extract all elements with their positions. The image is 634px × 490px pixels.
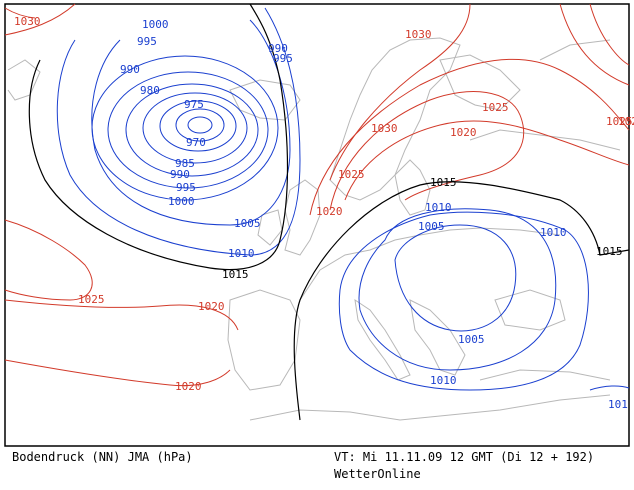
isobar-label: 101 — [608, 398, 628, 411]
isobar-label: 990 — [268, 42, 288, 55]
isobar-label: 975 — [184, 98, 204, 111]
isobar-label: 1010 — [425, 201, 452, 214]
isobar-label: 1020 — [316, 205, 343, 218]
isobar-label: 1020 — [175, 380, 202, 393]
isobar-label: 995 — [176, 181, 196, 194]
coastlines — [7, 37, 621, 421]
brand-name: WetterOnline — [334, 467, 421, 481]
low-isobars — [56, 7, 630, 391]
isobar-label: 1010 — [540, 226, 567, 239]
isobar-labels: 1030 1030 1025 1030 1020 1025 1020 1025 … — [14, 15, 634, 411]
isobar-label: 1000 — [168, 195, 195, 208]
isobar-label: 1030 — [405, 28, 432, 41]
isobar-label: 1030 — [371, 122, 398, 135]
isobar-label: 1020 — [198, 300, 225, 313]
isobar-label: 1005 — [458, 333, 485, 346]
map-footer: Bodendruck (NN) JMA (hPa) VT: Mi 11.11.0… — [0, 447, 634, 490]
isobar-label: 102 — [618, 115, 634, 128]
isobar-label: 970 — [186, 136, 206, 149]
isobar-label: 1010 — [228, 247, 255, 260]
isobar-label: 1020 — [450, 126, 477, 139]
reference-isobar-1015 — [28, 3, 630, 421]
isobar-label: 995 — [137, 35, 157, 48]
isobar-label: 1025 — [338, 168, 365, 181]
isobar-label: 1030 — [14, 15, 41, 28]
isobar-label: 1015 — [222, 268, 249, 281]
high-isobars — [4, 3, 630, 387]
isobar-label: 1010 — [430, 374, 457, 387]
isobar-label: 1005 — [418, 220, 445, 233]
map-frame — [4, 3, 630, 447]
isobar-label: 1005 — [234, 217, 261, 230]
product-title: Bodendruck (NN) JMA (hPa) — [12, 450, 193, 464]
isobar-label: 1015 — [596, 245, 623, 258]
isobar-label: 995 — [273, 52, 293, 65]
isobar-label: 1025 — [606, 115, 633, 128]
isobar-label: 985 — [175, 157, 195, 170]
valid-time: VT: Mi 11.11.09 12 GMT (Di 12 + 192) — [334, 450, 595, 464]
isobar-label: 1025 — [78, 293, 105, 306]
isobar-label: 990 — [120, 63, 140, 76]
isobar-label: 1000 — [142, 18, 169, 31]
isobar-label: 990 — [170, 168, 190, 181]
isobar-label: 1015 — [430, 176, 457, 189]
isobar-label: 1025 — [482, 101, 509, 114]
isobar-label: 980 — [140, 84, 160, 97]
